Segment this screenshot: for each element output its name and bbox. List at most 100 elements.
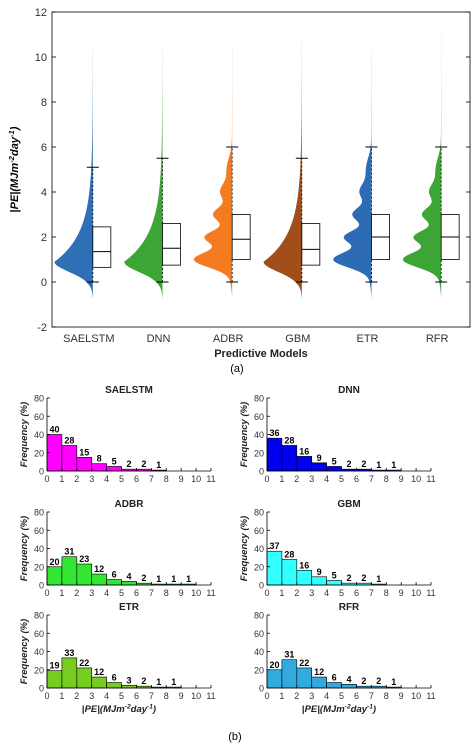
bar-label: 2 (346, 573, 351, 583)
x-tick-label: 6 (134, 474, 139, 484)
bar (326, 682, 342, 689)
x-tick-label: 4 (104, 474, 109, 484)
y-tick-label: 60 (34, 526, 44, 536)
y-tick-label: 80 (34, 508, 44, 518)
violin-gbm (263, 39, 302, 298)
bar-label: 1 (391, 677, 396, 687)
label-part: day (9, 136, 21, 156)
y-tick-label: 20 (34, 562, 44, 572)
bar (106, 579, 122, 586)
violin-dnn (124, 48, 163, 298)
bar (46, 670, 63, 689)
bar-label: 9 (317, 453, 322, 463)
x-tick-label: 9 (399, 474, 404, 484)
bar-label: 12 (314, 667, 324, 677)
category-label: GBM (285, 333, 310, 345)
histogram-title: SAELSTM (105, 385, 153, 396)
bar-label: 31 (64, 547, 74, 557)
bar-label: 2 (126, 459, 131, 469)
category-label: ADBR (213, 333, 244, 345)
histogram-title: GBM (337, 499, 360, 510)
label-part: -1 (7, 130, 16, 137)
bar-label: 1 (171, 574, 176, 584)
box-saelstm (92, 226, 112, 268)
x-tick-label: 10 (411, 691, 421, 701)
bar (281, 559, 298, 586)
x-tick-label: 1 (59, 474, 64, 484)
x-tick-label: 6 (354, 691, 359, 701)
bar (91, 463, 107, 472)
bar (341, 684, 357, 689)
y-tick-label: 80 (254, 394, 264, 404)
label-part: -1 (367, 704, 373, 711)
bar (76, 667, 93, 689)
x-tick-label: 3 (309, 588, 314, 598)
y-axis-label: Frequency (%) (19, 619, 30, 684)
box-gbm (301, 223, 321, 266)
bar (296, 570, 313, 586)
bar-label: 4 (346, 674, 351, 684)
x-tick-label: 3 (89, 474, 94, 484)
bar-label: 2 (361, 459, 366, 469)
y-tick-label: 20 (254, 665, 264, 675)
y-axis-label: Frequency (%) (19, 516, 30, 581)
x-tick-label: 3 (309, 474, 314, 484)
x-tick-label: 8 (384, 691, 389, 701)
x-tick-label: 0 (44, 588, 49, 598)
category-label: ETR (357, 333, 379, 345)
x-tick-label: 2 (294, 588, 299, 598)
bar-label: 3 (126, 675, 131, 685)
x-tick-label: 0 (44, 691, 49, 701)
label-part: | (9, 209, 21, 212)
label-part: day (351, 704, 368, 715)
x-tick-label: 1 (59, 588, 64, 598)
x-tick-label: 9 (179, 474, 184, 484)
x-tick-label: 10 (411, 588, 421, 598)
bar (311, 462, 327, 472)
bar (296, 456, 313, 472)
y-axis-label: Frequency (%) (19, 402, 30, 467)
x-tick-label: 1 (59, 691, 64, 701)
y-tick-label: 20 (254, 562, 264, 572)
bar-label: 1 (156, 677, 161, 687)
label-part: day (131, 704, 148, 715)
violin-adbr (193, 43, 233, 298)
y-axis-label: Frequency (%) (239, 516, 250, 581)
x-tick-label: 0 (44, 474, 49, 484)
bar-label: 5 (332, 456, 337, 466)
bar-label: 31 (284, 650, 294, 660)
bar-label: 1 (376, 460, 381, 470)
bar-label: 33 (64, 648, 74, 658)
y-tick-label: 20 (254, 448, 264, 458)
x-tick-label: 5 (339, 691, 344, 701)
bar-label: 20 (269, 660, 279, 670)
x-tick-label: 11 (206, 588, 215, 598)
bar (281, 659, 298, 689)
bar (311, 576, 327, 586)
bar-label: 2 (361, 573, 366, 583)
x-tick-label: 6 (134, 588, 139, 598)
box-adbr (231, 214, 251, 260)
bar (61, 556, 78, 586)
bar-label: 16 (299, 446, 309, 456)
bar-label: 12 (94, 564, 104, 574)
x-tick-label: 6 (134, 691, 139, 701)
x-tick-label: 8 (164, 691, 169, 701)
box-dnn (162, 223, 181, 266)
label-part: PE (305, 704, 318, 715)
label-part: ) (152, 704, 156, 715)
violin-etr (333, 52, 372, 298)
x-tick-label: 5 (339, 588, 344, 598)
label-part: PE (9, 194, 21, 209)
category-label: DNN (147, 333, 171, 345)
bar (266, 550, 283, 586)
x-tick-label: 7 (149, 474, 154, 484)
y-tick-label: 2 (41, 232, 47, 244)
violin-rfr (402, 34, 442, 298)
bar-label: 28 (284, 549, 294, 559)
x-tick-label: 6 (354, 474, 359, 484)
y-tick-label: 0 (39, 581, 44, 591)
x-tick-label: 11 (426, 691, 435, 701)
